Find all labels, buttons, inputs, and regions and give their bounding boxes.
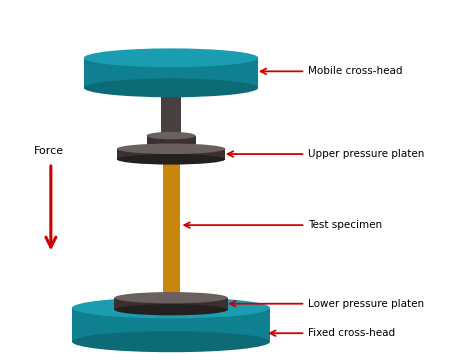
Ellipse shape [146, 145, 196, 153]
Ellipse shape [72, 331, 270, 352]
Ellipse shape [84, 48, 258, 67]
Text: Mobile cross-head: Mobile cross-head [308, 66, 402, 76]
Ellipse shape [117, 144, 225, 154]
FancyBboxPatch shape [163, 157, 180, 298]
Text: Force: Force [35, 145, 64, 156]
Ellipse shape [117, 154, 225, 165]
FancyBboxPatch shape [115, 298, 228, 310]
FancyBboxPatch shape [84, 58, 258, 88]
Ellipse shape [115, 304, 228, 315]
Text: Fixed cross-head: Fixed cross-head [308, 328, 395, 338]
FancyBboxPatch shape [161, 86, 182, 136]
Ellipse shape [84, 78, 258, 97]
Text: Test specimen: Test specimen [308, 220, 382, 230]
Ellipse shape [163, 156, 180, 159]
FancyBboxPatch shape [117, 149, 225, 159]
Ellipse shape [115, 292, 228, 303]
Ellipse shape [72, 297, 270, 318]
FancyBboxPatch shape [146, 136, 196, 149]
Ellipse shape [146, 132, 196, 139]
Text: Lower pressure platen: Lower pressure platen [308, 299, 424, 309]
Text: Upper pressure platen: Upper pressure platen [308, 149, 424, 159]
FancyBboxPatch shape [72, 308, 270, 342]
